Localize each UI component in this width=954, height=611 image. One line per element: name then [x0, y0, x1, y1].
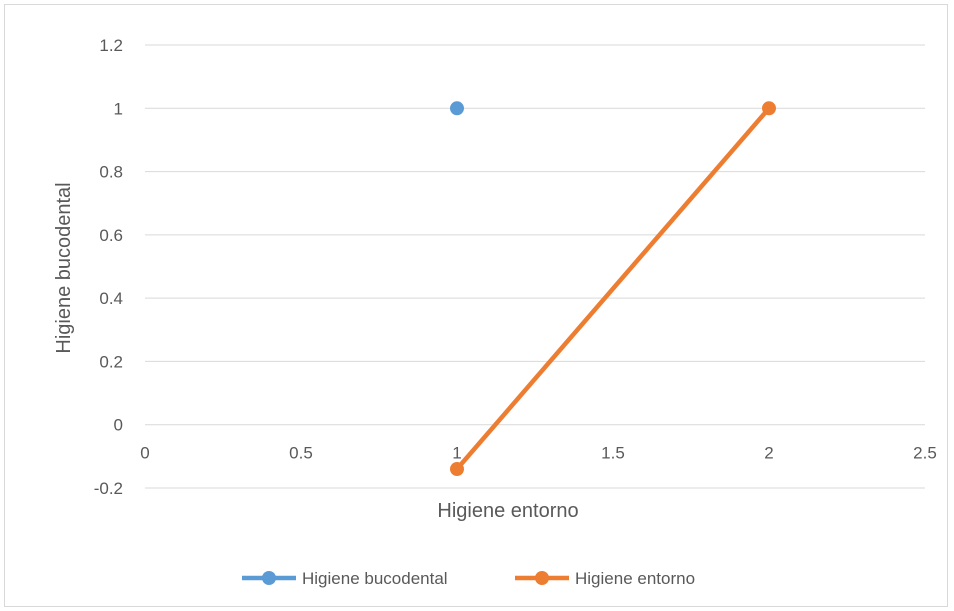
- y-tick-labels: 1.2 1 0.8 0.6 0.4 0.2 0 -0.2: [94, 36, 123, 498]
- data-series: [450, 101, 776, 477]
- x-tick-labels: 0 0.5 1 1.5 2 2.5: [140, 444, 937, 463]
- legend-label-0: Higiene bucodental: [302, 569, 448, 588]
- y-tick-label-2: 0.8: [99, 163, 123, 182]
- y-tick-label-6: 0: [114, 416, 123, 435]
- x-tick-label-1: 0.5: [289, 444, 313, 463]
- chart-frame: [4, 4, 948, 607]
- x-tick-label-2: 1: [452, 444, 461, 463]
- y-tick-label-5: 0.2: [99, 352, 123, 371]
- legend-item-0: Higiene bucodental: [242, 569, 448, 588]
- y-tick-label-0: 1.2: [99, 36, 123, 55]
- legend-swatch-marker-0: [262, 571, 276, 585]
- gridlines: [145, 44, 925, 489]
- legend-label-1: Higiene entorno: [575, 569, 695, 588]
- x-tick-label-4: 2: [764, 444, 773, 463]
- legend-item-1: Higiene entorno: [515, 569, 695, 588]
- x-tick-label-3: 1.5: [601, 444, 625, 463]
- legend-swatch-marker-1: [535, 571, 549, 585]
- x-tick-label-0: 0: [140, 444, 149, 463]
- y-tick-label-1: 1: [114, 99, 123, 118]
- series-line-1: [454, 106, 772, 472]
- x-tick-label-5: 2.5: [913, 444, 937, 463]
- data-point-0-0: [450, 101, 464, 116]
- data-point-1-1: [762, 101, 776, 116]
- legend: Higiene bucodental Higiene entorno: [242, 569, 695, 588]
- series-1: [450, 101, 776, 477]
- x-axis-title: Higiene entorno: [437, 500, 578, 522]
- y-tick-label-4: 0.4: [99, 289, 123, 308]
- series-0: [450, 101, 464, 116]
- y-tick-label-7: -0.2: [94, 479, 123, 498]
- y-axis-title: Higiene bucodental: [53, 182, 75, 353]
- data-point-1-0: [450, 462, 464, 477]
- y-tick-label-3: 0.6: [99, 226, 123, 245]
